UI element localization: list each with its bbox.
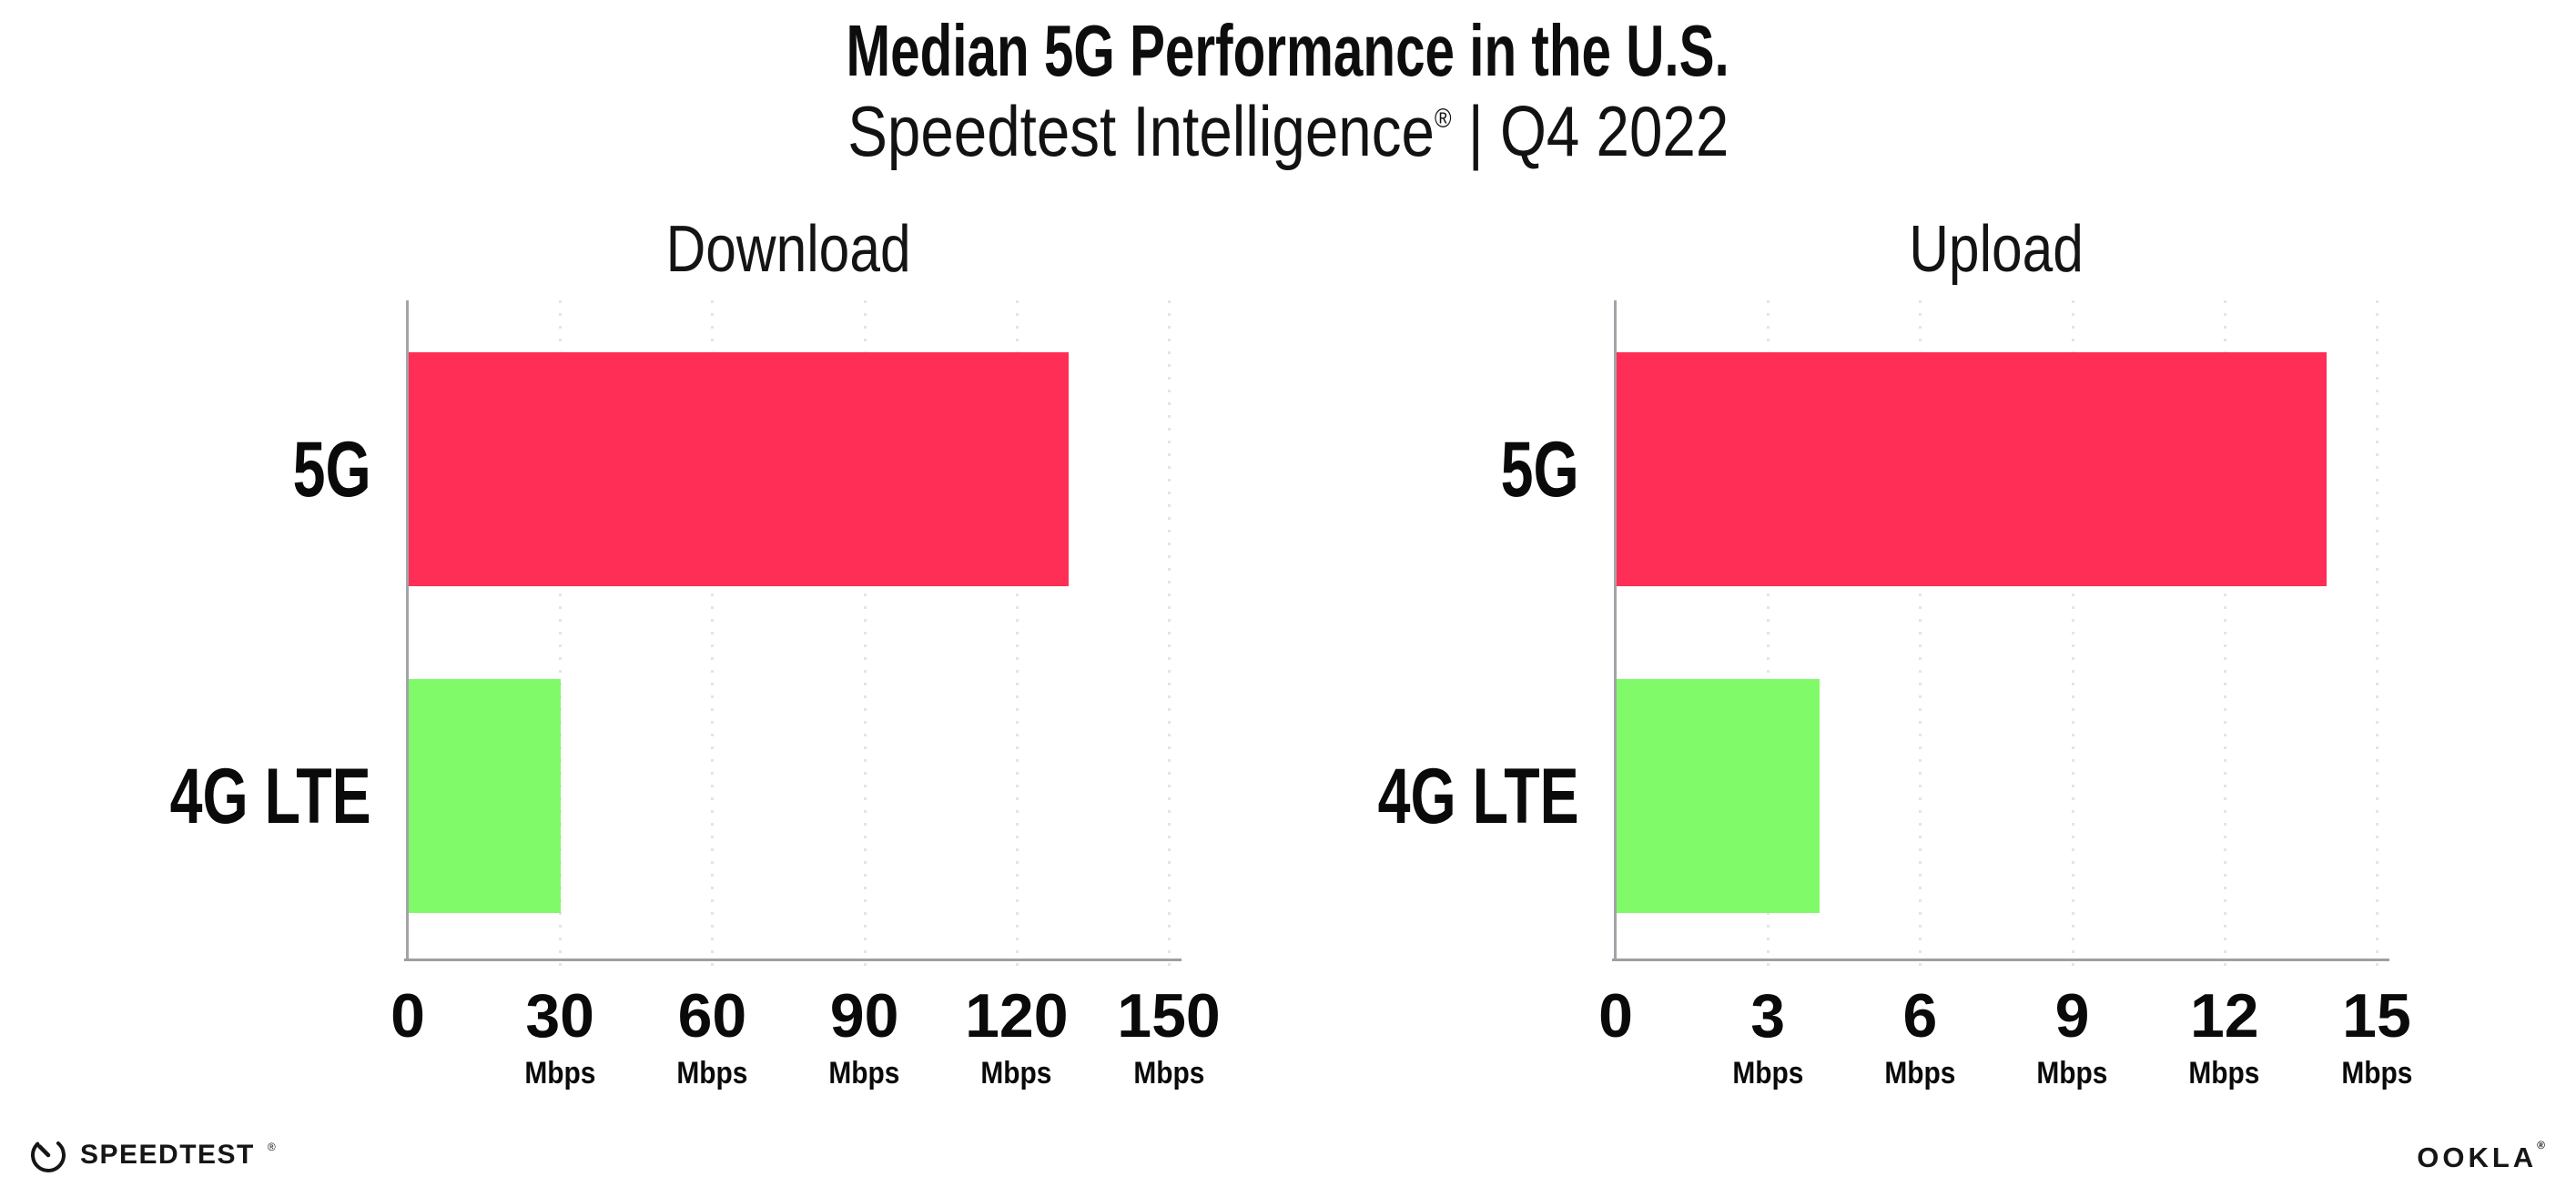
download-xtick-120-unit: Mbps [980,1056,1052,1090]
upload-y-axis-line [1614,300,1617,961]
ookla-logo-text: OOKLA [2417,1141,2538,1173]
download-gridline-30 [559,300,563,975]
upload-xtick-15: 15 Mbps [2267,985,2486,1089]
download-xtick-60-value: 60 [677,981,747,1050]
speedtest-logo-text: SPEEDTEST [80,1140,255,1170]
upload-xtick-9: 9 Mbps [1963,985,2182,1089]
download-xtick-0-value: 0 [390,981,425,1050]
download-xtick-90-value: 90 [829,981,899,1050]
download-xtick-0: 0 [299,985,517,1047]
upload-xtick-6-unit: Mbps [1884,1056,1956,1090]
download-gridline-120 [1015,300,1019,975]
speedtest-gauge-icon [31,1138,66,1172]
speedtest-logo: SPEEDTEST ® [29,1136,276,1174]
download-5g-bar [409,352,1069,586]
upload-plot-area [1612,300,2389,975]
download-xtick-150-value: 150 [1117,981,1221,1050]
upload-category-label-4g-lte: 4G LTE [1377,752,1579,840]
ookla-registered-mark: ® [2537,1138,2549,1151]
upload-xtick-9-unit: Mbps [2036,1056,2108,1090]
download-xtick-30-value: 30 [525,981,594,1050]
download-gridline-90 [863,300,867,975]
upload-category-label-5g: 5G [1500,425,1579,513]
registered-trademark-icon: ® [1434,104,1452,134]
download-xtick-120: 120 Mbps [908,985,1126,1089]
upload-gridline-6 [1919,300,1922,975]
download-xtick-60: 60 Mbps [603,985,821,1089]
upload-x-axis-line [1612,959,2389,961]
page-subtitle: Speedtest Intelligence® | Q4 2022 [0,94,2576,169]
upload-gridline-15 [2376,300,2378,975]
download-chart-title: Download [665,213,911,286]
subtitle-product: Speedtest Intelligence [847,91,1435,171]
download-category-label-4g-lte: 4G LTE [169,752,371,840]
upload-xtick-6-value: 6 [1902,981,1938,1050]
download-xtick-90-unit: Mbps [828,1056,900,1090]
download-4g-lte-bar [409,679,562,913]
upload-xtick-3: 3 Mbps [1658,985,1877,1089]
upload-gridline-9 [2071,300,2074,975]
download-xtick-150-unit: Mbps [1132,1056,1205,1090]
download-xtick-90: 90 Mbps [756,985,974,1089]
upload-xtick-9-value: 9 [2054,981,2090,1050]
download-xtick-30: 30 Mbps [451,985,669,1089]
download-xtick-120-value: 120 [965,981,1069,1050]
download-gridline-150 [1168,300,1171,975]
download-gridline-60 [711,300,715,975]
upload-xtick-12: 12 Mbps [2115,985,2334,1089]
download-xtick-30-unit: Mbps [524,1056,596,1090]
upload-4g-lte-bar [1617,679,1820,913]
page-title-text: Median 5G Performance in the U.S. [846,10,1730,91]
upload-xtick-3-value: 3 [1750,981,1786,1050]
subtitle-period: | Q4 2022 [1451,91,1729,171]
download-y-axis-line [406,300,409,961]
upload-xtick-0-value: 0 [1598,981,1633,1050]
download-chart: Download 0 30 Mbps 60 Mbps 90 Mbps 120 Mbps 150 Mb… [170,217,1221,1089]
download-xtick-60-unit: Mbps [676,1056,748,1090]
page-title: Median 5G Performance in the U.S. [0,15,2576,87]
upload-xtick-12-value: 12 [2189,981,2259,1050]
ookla-logo: OOKLA® [2417,1140,2549,1173]
upload-xtick-15-unit: Mbps [2340,1056,2413,1090]
upload-xtick-12-unit: Mbps [2188,1056,2260,1090]
upload-xtick-6: 6 Mbps [1810,985,2029,1089]
upload-xtick-15-value: 15 [2342,981,2411,1050]
download-xtick-150: 150 Mbps [1060,985,1278,1089]
upload-chart-title: Upload [1909,213,2084,286]
speedtest-registered-mark: ® [267,1141,276,1153]
download-plot-area [404,300,1182,975]
download-category-label-5g: 5G [292,425,371,513]
upload-xtick-0: 0 [1506,985,1725,1047]
upload-gridline-12 [2223,300,2226,975]
upload-gridline-3 [1767,300,1770,975]
download-x-axis-line [404,959,1182,961]
upload-chart: Upload 0 3 Mbps 6 Mbps 9 Mbps 12 Mbps 15 Mbps 5G 4G … [1378,217,2412,1089]
upload-xtick-3-unit: Mbps [1732,1056,1804,1090]
upload-5g-bar [1617,352,2328,586]
